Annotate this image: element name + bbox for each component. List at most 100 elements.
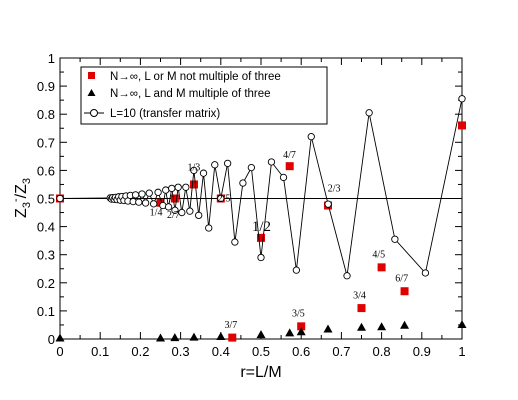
x-tick-label: 0.6 (292, 344, 310, 359)
annotation-label: 3/7 (224, 320, 237, 331)
data-point-circle (162, 186, 170, 194)
y-axis-title-sub1: 3 (21, 202, 33, 208)
svg-text:Z3-/Z3: Z3-/Z3 (10, 178, 33, 218)
annotation-label: 2/7 (167, 210, 180, 221)
y-tick-label: 1 (48, 51, 55, 66)
data-point-triangle (189, 332, 199, 341)
x-axis-title: r=L/M (240, 364, 281, 381)
data-point-circle (421, 269, 430, 277)
y-axis-title-main: Z (13, 208, 30, 218)
annotation-label: 3/4 (353, 290, 366, 301)
y-tick-label: 0.4 (37, 220, 55, 235)
data-point-triangle (256, 330, 266, 339)
y-axis-title-slash: /Z (13, 184, 30, 198)
data-point-circle (56, 194, 64, 203)
legend-label-2: L=10 (transfer matrix) (110, 108, 220, 120)
y-tick-label: 0.1 (37, 304, 55, 319)
data-point-circle (178, 208, 186, 217)
legend-marker-triangle (87, 89, 96, 96)
series-line (59, 98, 463, 276)
data-point-square (189, 180, 198, 189)
data-point-triangle (377, 322, 387, 331)
data-point-circle (279, 173, 288, 182)
data-point-circle (138, 190, 146, 198)
data-point-triangle (323, 324, 333, 333)
x-tick-label: 1 (458, 344, 465, 359)
data-point-circle (458, 95, 466, 103)
y-tick-label: 0.8 (37, 107, 55, 122)
data-point-circle (195, 211, 203, 220)
y-tick-label: 0.3 (37, 248, 55, 263)
legend-marker-circle (90, 109, 98, 117)
x-tick-label: 0.3 (172, 344, 190, 359)
data-point-circle (182, 183, 190, 191)
annotation-label: 6/7 (395, 273, 408, 284)
annotation-label: 2/5 (218, 193, 231, 204)
data-point-circle (186, 207, 194, 215)
annotation-label: 1/2 (252, 219, 271, 235)
data-point-circle (168, 184, 176, 193)
data-point-triangle (170, 333, 180, 342)
annotation-label: 4/7 (283, 150, 296, 161)
legend: N→∞, L or M not multiple of three N→∞, L… (80, 66, 328, 125)
x-tick-label: 0.9 (413, 344, 431, 359)
data-point-circle (150, 200, 158, 208)
data-point-square (228, 333, 237, 342)
series-2 (56, 95, 466, 280)
legend-label-0: N→∞, L or M not multiple of three (110, 71, 281, 83)
data-point-circle (391, 235, 399, 243)
y-tick-label: 0.2 (37, 276, 55, 291)
annotation-label: 1/4 (150, 207, 163, 218)
data-point-triangle (357, 322, 366, 331)
data-point-square (156, 198, 165, 207)
data-point-circle (154, 188, 162, 196)
data-point-circle (231, 238, 239, 246)
x-tick-label: 0.2 (131, 344, 149, 359)
annotation-label: 2/3 (328, 183, 341, 194)
data-point-square (170, 194, 179, 203)
y-tick-label: 0.9 (37, 79, 55, 94)
data-point-circle (292, 266, 301, 274)
y-axis-title-sub2: 3 (21, 178, 33, 184)
data-point-circle (211, 161, 219, 169)
data-point-square (257, 233, 265, 242)
data-point-square (458, 121, 466, 130)
y-axis-title: Z3-/Z3 (10, 178, 33, 218)
data-point-triangle (285, 328, 295, 337)
data-point-circle (239, 179, 247, 187)
x-tick-label: 0 (56, 344, 63, 359)
annotations-layer: 1/3 4/7 2/3 2/5 1/4 2/7 1/2 4/5 6/7 3/4 3/5 3/7 (150, 150, 408, 331)
data-point-triangle (216, 332, 226, 341)
legend-marker-square (88, 72, 95, 79)
data-point-circle (247, 163, 256, 172)
legend-box (80, 66, 328, 125)
data-point-circle (135, 198, 143, 206)
x-tick-label: 0.1 (91, 344, 109, 359)
data-point-square (285, 162, 294, 171)
x-tick-label: 0.8 (373, 344, 391, 359)
data-point-triangle (457, 319, 467, 328)
data-point-circle (174, 183, 182, 191)
data-point-circle (171, 206, 179, 214)
x-tick-label: 0.5 (252, 344, 270, 359)
series-layer (55, 95, 467, 342)
data-point-circle (199, 169, 208, 177)
data-point-square (297, 322, 306, 331)
y-tick-label: 0 (48, 332, 55, 347)
legend-label-1: N→∞, L and M multiple of three (110, 88, 271, 100)
data-point-circle (141, 199, 150, 207)
data-point-triangle (296, 327, 306, 336)
x-axis-ticks: 0 0.1 0.2 0.3 0.4 0.5 0.6 0.7 0.8 0.9 1 (56, 58, 466, 359)
annotation-label: 3/5 (292, 309, 305, 320)
y-axis-title-sup: - (10, 198, 22, 202)
data-point-circle (307, 133, 315, 141)
data-point-square (357, 304, 366, 313)
y-tick-label: 0.7 (37, 135, 55, 150)
data-point-circle (223, 159, 232, 168)
data-point-circle (343, 272, 351, 280)
data-point-square (377, 263, 386, 272)
data-point-triangle (55, 333, 65, 342)
y-tick-label: 0.5 (37, 192, 55, 207)
annotation-label: 1/3 (187, 162, 200, 173)
data-point-circle (164, 203, 173, 211)
